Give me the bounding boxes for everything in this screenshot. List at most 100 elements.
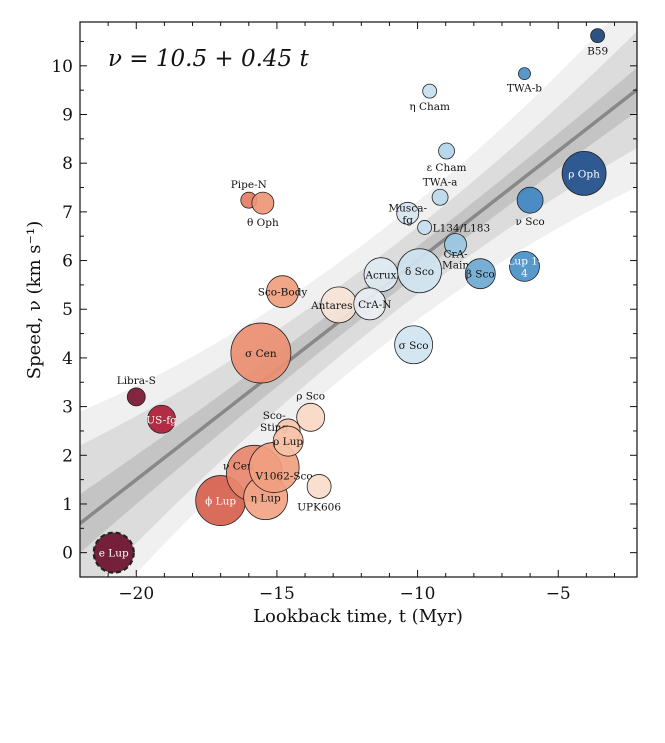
- point-label: e Lup: [99, 548, 129, 560]
- point-label: ε Cham: [427, 162, 467, 174]
- point-label: Sco-Body: [258, 287, 308, 299]
- data-point: TWA-a: [423, 176, 457, 206]
- y-tick-label: 4: [62, 349, 73, 369]
- y-tick-label: 5: [62, 300, 73, 320]
- point-marker: [306, 474, 332, 499]
- point-label: CrA-N: [358, 299, 391, 311]
- data-point: σ Sco: [394, 325, 434, 365]
- plot-frame: [79, 21, 638, 578]
- point-marker: [431, 188, 449, 206]
- point-label: Libra-S: [117, 375, 156, 387]
- point-label: η Lup: [251, 493, 281, 505]
- point-label: θ Oph: [247, 217, 279, 229]
- point-marker: [464, 258, 496, 290]
- point-marker: [147, 404, 176, 434]
- point-marker: [438, 142, 455, 160]
- data-point: e Lup: [92, 531, 135, 574]
- point-label: σ Sco: [399, 340, 429, 352]
- axis-ticks: −20 −15 −10 −5 0 1 2 3 4 5 6 7 8 9 10: [51, 22, 637, 604]
- point-label: ν Cen: [223, 460, 254, 472]
- point-marker: [230, 322, 292, 384]
- data-point: ρ Oph: [561, 151, 607, 196]
- point-marker: [126, 387, 146, 407]
- point-label: B59: [587, 46, 608, 58]
- data-point: ρ Lup: [272, 425, 304, 457]
- point-marker: [444, 233, 467, 256]
- data-point: US-fg: [146, 404, 177, 434]
- point-label: Sco-: [263, 410, 286, 422]
- point-label: 4: [521, 267, 528, 279]
- point-marker: [509, 250, 540, 282]
- data-point: TWA-b: [507, 67, 542, 95]
- point-marker: [417, 220, 433, 235]
- data-point: CrA-Main: [442, 233, 469, 271]
- point-label: η Cham: [409, 101, 450, 113]
- point-label: TWA-b: [507, 83, 542, 95]
- y-tick-label: 3: [62, 398, 73, 418]
- y-tick-label: 8: [62, 154, 73, 174]
- point-label: ρ Oph: [568, 168, 600, 180]
- data-point: θ Oph: [247, 191, 279, 229]
- data-point: Acrux: [363, 257, 399, 293]
- x-tick-label: −5: [546, 584, 571, 604]
- data-point: Sco-Body: [258, 275, 308, 309]
- point-marker: [397, 248, 442, 294]
- point-label: CrA-: [443, 248, 468, 260]
- point-marker: [561, 151, 607, 196]
- point-label: ϕ Lup: [205, 496, 236, 508]
- data-point: ε Cham: [427, 142, 467, 174]
- data-point: ν Sco: [516, 186, 545, 228]
- point-marker: [296, 402, 326, 432]
- point-label: Musca-: [388, 202, 427, 214]
- point-marker: [266, 275, 299, 309]
- point-label: fg: [402, 214, 413, 226]
- point-label: Acrux: [364, 270, 396, 282]
- x-tick-label: −20: [118, 584, 154, 604]
- y-tick-label: 9: [62, 106, 73, 126]
- point-label: V1062-Sco: [254, 470, 312, 482]
- data-points: e Lup Libra-S US-fg σ Cen ϕ Lup ν Cen η Lup V10…: [92, 28, 608, 574]
- point-label: UPK606: [297, 501, 341, 513]
- point-marker: [590, 28, 606, 44]
- point-marker: [516, 186, 544, 214]
- data-point: Musca-fg: [388, 201, 427, 226]
- point-label: Pipe-N: [231, 179, 267, 191]
- point-label: σ Cen: [245, 348, 277, 360]
- point-label: Antares: [310, 300, 352, 312]
- point-label: ρ Sco: [296, 390, 325, 402]
- data-point: CrA-N: [353, 287, 391, 321]
- data-point: Lup 1-4: [507, 250, 542, 282]
- point-label: Main: [442, 259, 469, 271]
- point-label: US-fg: [146, 414, 177, 426]
- y-tick-label: 10: [51, 57, 73, 77]
- fit-equation: ν = 10.5 + 0.45 t: [108, 46, 310, 72]
- point-marker: [92, 531, 135, 574]
- point-marker: [272, 425, 304, 457]
- point-marker: [394, 325, 434, 365]
- x-tick-label: −10: [400, 584, 436, 604]
- data-point: B59: [587, 28, 608, 58]
- y-tick-label: 7: [62, 203, 73, 223]
- point-marker: [396, 201, 420, 225]
- point-label: δ Sco: [405, 266, 434, 278]
- point-label: Lup 1-: [507, 255, 541, 267]
- data-point: L134/L183: [417, 220, 491, 235]
- point-label: β Sco: [466, 269, 495, 281]
- y-tick-label: 2: [62, 446, 73, 466]
- data-point: UPK606: [297, 474, 341, 513]
- point-label: ν Sco: [516, 216, 545, 228]
- data-point: β Sco: [464, 258, 496, 290]
- data-point: σ Cen: [230, 322, 292, 384]
- x-axis-label: Lookback time, t (Myr): [253, 606, 463, 627]
- point-marker: [251, 191, 275, 215]
- point-marker: [353, 287, 387, 321]
- point-label: L134/L183: [433, 222, 491, 234]
- x-tick-label: −15: [259, 584, 295, 604]
- y-tick-label: 0: [62, 544, 73, 564]
- data-point: Libra-S: [117, 375, 156, 407]
- point-label: ρ Lup: [273, 436, 303, 448]
- confidence-bands: [80, 22, 637, 577]
- y-axis-label: Speed, ν (km s⁻¹): [24, 221, 45, 379]
- y-tick-label: 1: [62, 495, 73, 515]
